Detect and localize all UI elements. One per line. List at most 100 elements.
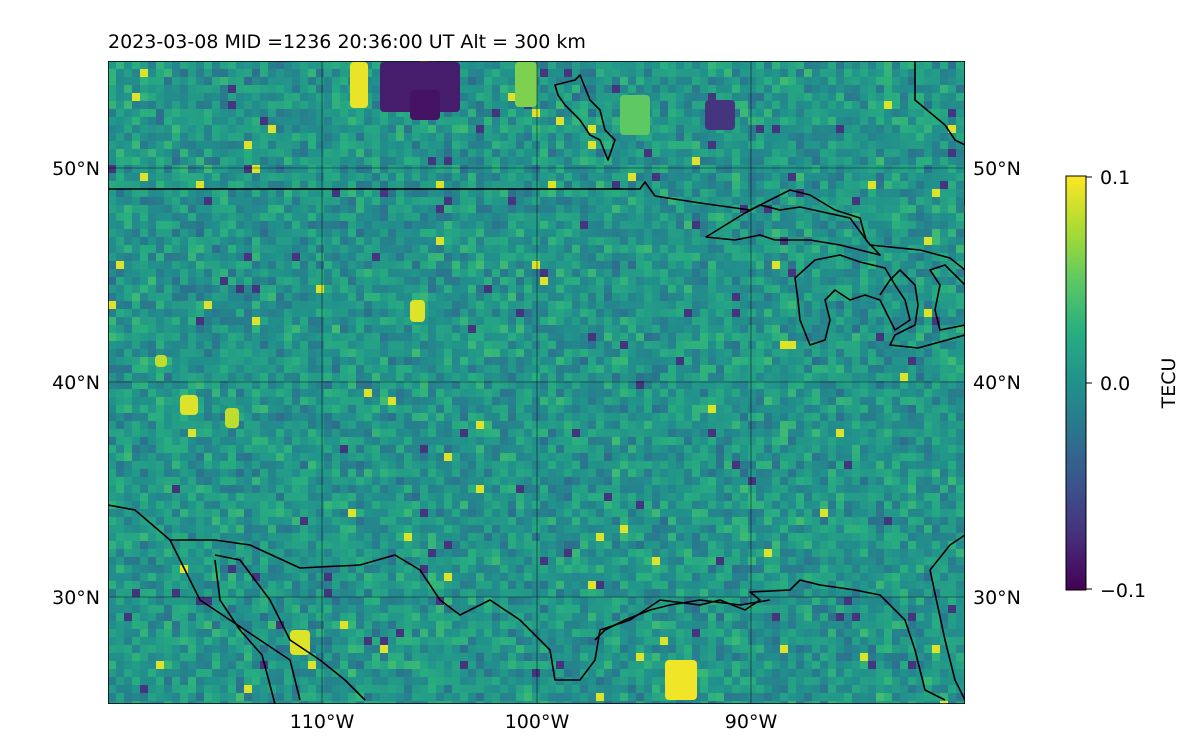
tec-pixel [340, 149, 348, 157]
tec-pixel [548, 117, 556, 125]
tec-pixel [492, 165, 500, 173]
tec-pixel [292, 61, 300, 69]
tec-pixel [308, 133, 316, 141]
tec-pixel [932, 69, 940, 77]
tec-pixel [380, 349, 388, 357]
tec-pixel [372, 397, 380, 405]
tec-pixel [828, 389, 836, 397]
tec-pixel [860, 261, 868, 269]
tec-pixel [244, 165, 252, 173]
tec-pixel [108, 221, 116, 229]
tec-pixel [828, 125, 836, 133]
tec-pixel [508, 333, 516, 341]
tec-pixel [572, 149, 580, 157]
tec-pixel [468, 413, 476, 421]
tec-pixel [268, 269, 276, 277]
tec-pixel [236, 253, 244, 261]
tec-pixel [532, 349, 540, 357]
tec-pixel [436, 301, 444, 309]
tec-pixel [540, 245, 548, 253]
tec-pixel [508, 309, 516, 317]
tec-pixel [916, 93, 924, 101]
tec-pixel [316, 221, 324, 229]
tec-pixel [556, 309, 564, 317]
tec-pixel [356, 325, 364, 333]
tec-pixel [676, 413, 684, 421]
tec-pixel [788, 197, 796, 205]
tec-pixel [628, 333, 636, 341]
tec-pixel [276, 333, 284, 341]
tec-pixel [460, 61, 468, 69]
tec-pixel [220, 309, 228, 317]
tec-pixel [124, 125, 132, 133]
tec-pixel [932, 181, 940, 189]
tec-pixel [612, 365, 620, 373]
tec-pixel [332, 213, 340, 221]
tec-pixel [316, 133, 324, 141]
tec-pixel [756, 165, 764, 173]
tec-pixel [636, 61, 644, 69]
tec-pixel [652, 269, 660, 277]
tec-pixel [268, 277, 276, 285]
tec-pixel [292, 261, 300, 269]
tec-pixel [948, 237, 956, 245]
tec-pixel [836, 189, 844, 197]
tec-pixel [500, 325, 508, 333]
tec-pixel [908, 117, 916, 125]
tec-pixel [564, 277, 572, 285]
tec-pixel [932, 197, 940, 205]
tec-pixel [892, 293, 900, 301]
tec-pixel [740, 349, 748, 357]
tec-pixel [884, 341, 892, 349]
tec-pixel [828, 261, 836, 269]
tec-pixel [772, 93, 780, 101]
tec-pixel [804, 357, 812, 365]
tec-pixel [124, 117, 132, 125]
tec-pixel [828, 189, 836, 197]
tec-pixel [580, 357, 588, 365]
tec-pixel [780, 277, 788, 285]
tec-pixel [300, 77, 308, 85]
tec-pixel [124, 373, 132, 381]
tec-pixel [212, 205, 220, 213]
tec-pixel [708, 197, 716, 205]
tec-pixel [572, 405, 580, 413]
tec-pixel [396, 341, 404, 349]
tec-pixel [124, 85, 132, 93]
tec-pixel [612, 405, 620, 413]
tec-pixel [884, 77, 892, 85]
tec-pixel [868, 317, 876, 325]
tec-pixel [892, 301, 900, 309]
tec-pixel [324, 213, 332, 221]
tec-pixel [212, 117, 220, 125]
tec-pixel [260, 141, 268, 149]
tec-pixel [444, 405, 452, 413]
tec-pixel [484, 237, 492, 245]
tec-pixel [380, 309, 388, 317]
tec-pixel [532, 213, 540, 221]
tec-pixel [660, 221, 668, 229]
tec-pixel [956, 197, 964, 205]
tec-pixel [604, 149, 612, 157]
tec-pixel [524, 349, 532, 357]
tec-pixel [340, 157, 348, 165]
tec-pixel [772, 397, 780, 405]
tec-pixel [692, 405, 700, 413]
tec-pixel [652, 69, 660, 77]
tec-pixel [268, 69, 276, 77]
tec-pixel [140, 101, 148, 109]
tec-pixel [108, 77, 116, 85]
tec-pixel [588, 141, 596, 149]
tec-pixel [372, 141, 380, 149]
tec-pixel [556, 421, 564, 429]
tec-pixel [812, 413, 820, 421]
tec-pixel [796, 85, 804, 93]
tec-pixel [564, 413, 572, 421]
tec-pixel [508, 373, 516, 381]
tec-pixel [956, 213, 964, 221]
tec-pixel [604, 237, 612, 245]
tec-pixel [268, 181, 276, 189]
tec-pixel [388, 381, 396, 389]
tec-pixel [868, 397, 876, 405]
tec-pixel [540, 301, 548, 309]
